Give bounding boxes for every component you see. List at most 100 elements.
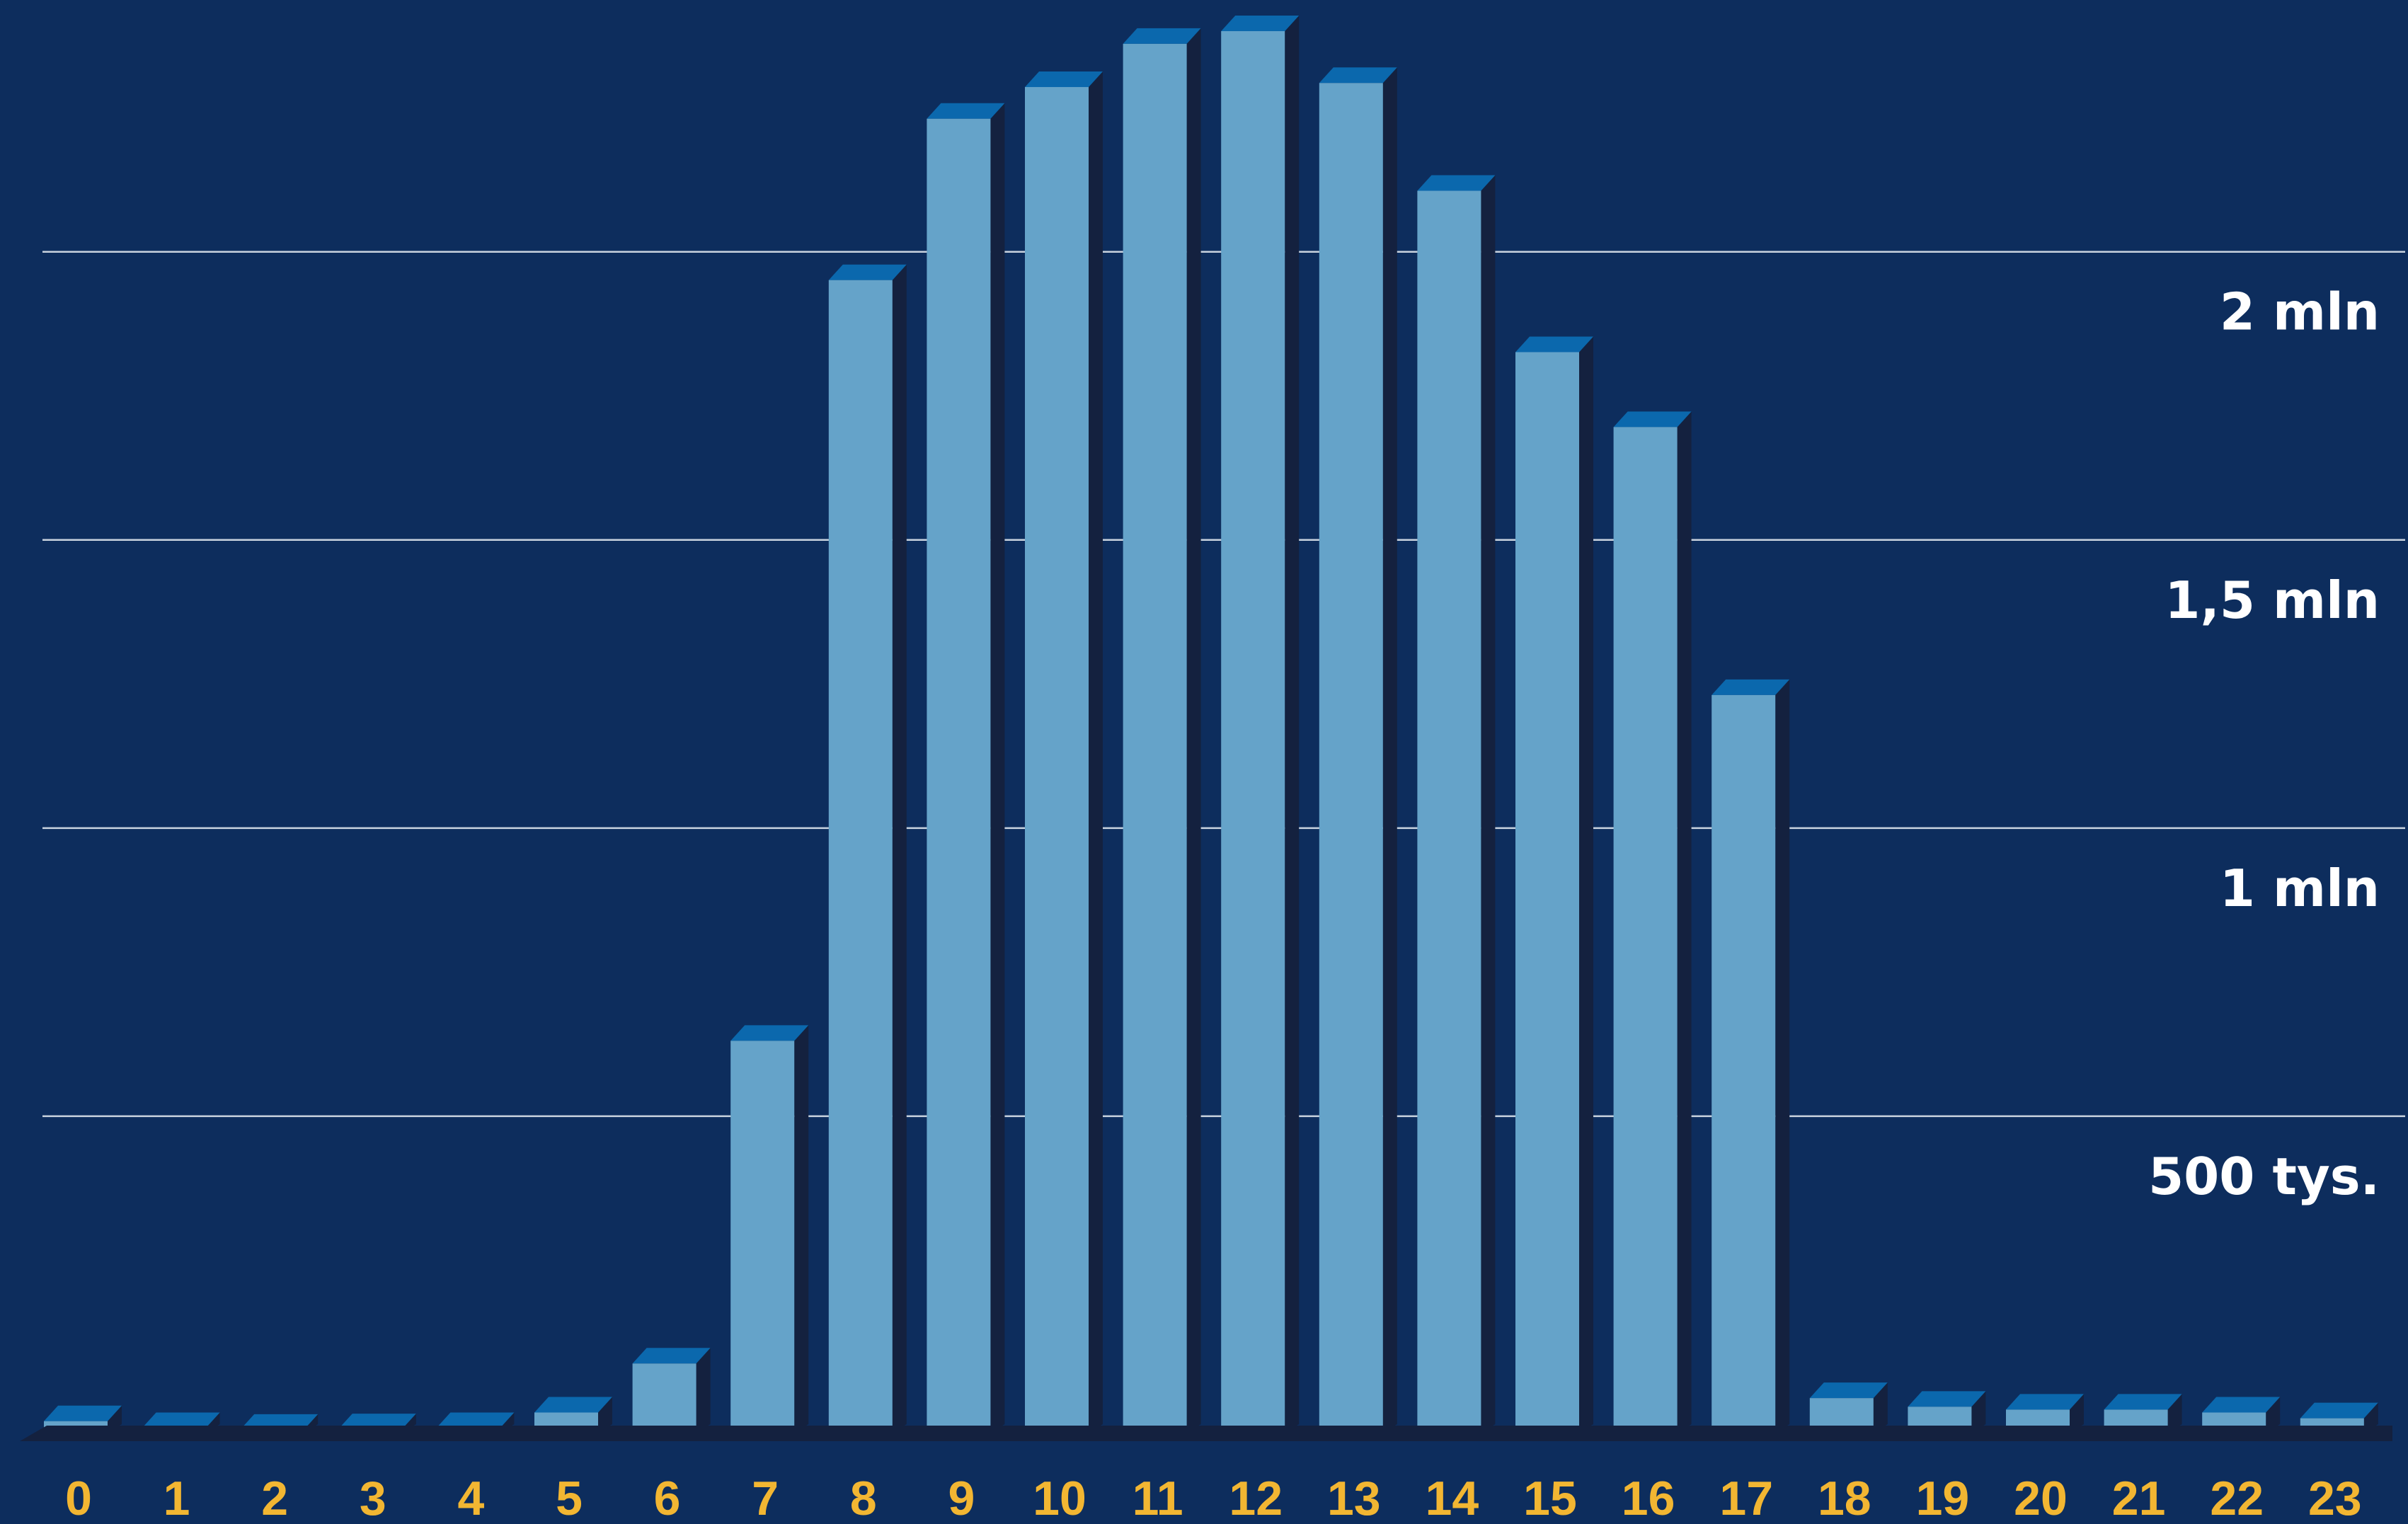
bar-top: [1613, 411, 1692, 428]
bar-top: [632, 1348, 711, 1364]
bar-side: [1971, 1391, 1986, 1433]
bar-top: [828, 264, 907, 280]
bar-face: [1025, 86, 1089, 1433]
bar-side: [2266, 1397, 2281, 1433]
bar-side: [1186, 28, 1201, 1433]
bar-top: [1417, 175, 1496, 191]
x-tick-label: 9: [948, 1472, 975, 1524]
bar: [1123, 28, 1201, 1433]
bar-side: [598, 1397, 612, 1433]
x-tick-label: 23: [2308, 1472, 2362, 1524]
bar: [1613, 411, 1692, 1433]
bar-top: [2300, 1402, 2378, 1419]
bar-top: [338, 1414, 416, 1430]
bar-side: [1579, 336, 1593, 1433]
bar-face: [1613, 427, 1678, 1433]
x-tick-label: 12: [1229, 1472, 1283, 1524]
x-tick-label: 17: [1719, 1472, 1773, 1524]
bar-face: [632, 1363, 696, 1433]
x-tick-label: 21: [2112, 1472, 2166, 1524]
bar-top: [534, 1397, 612, 1413]
x-tick-label: 16: [1622, 1472, 1675, 1524]
bar-side: [990, 103, 1005, 1433]
bar: [1809, 1382, 1888, 1433]
x-tick-label: 6: [654, 1472, 681, 1524]
x-tick-label: 14: [1426, 1472, 1479, 1524]
bar: [730, 1025, 809, 1433]
bar: [828, 264, 907, 1433]
bar-top: [1123, 28, 1201, 44]
bar: [1712, 679, 1790, 1433]
x-tick-label: 1: [164, 1472, 190, 1524]
bar-face: [927, 118, 991, 1433]
bar-side: [1481, 175, 1496, 1433]
bar-face: [1221, 31, 1285, 1433]
bar-top: [730, 1025, 809, 1041]
bar-side: [794, 1025, 809, 1433]
x-tick-label: 2: [261, 1472, 288, 1524]
x-tick-label: 22: [2210, 1472, 2264, 1524]
bar-top: [1712, 679, 1790, 695]
chart-floor: [20, 1426, 2392, 1441]
bar-side: [2070, 1394, 2084, 1433]
x-tick-label: 13: [1327, 1472, 1381, 1524]
x-tick-label: 10: [1033, 1472, 1087, 1524]
bar: [1221, 16, 1300, 1433]
x-tick-label: 19: [1916, 1472, 1970, 1524]
x-tick-label: 3: [360, 1472, 386, 1524]
bar-face: [1712, 694, 1776, 1433]
bar-side: [1677, 411, 1692, 1433]
bar-top: [1809, 1382, 1888, 1399]
bar-top: [1515, 336, 1593, 353]
bar-side: [696, 1348, 711, 1433]
bar-face: [1123, 43, 1187, 1433]
bar: [1319, 67, 1397, 1433]
bar: [1515, 336, 1593, 1433]
bar-side: [1775, 679, 1790, 1433]
bar: [1417, 175, 1496, 1433]
bar-side: [892, 264, 907, 1433]
bar-side: [2167, 1394, 2182, 1433]
x-tick-label: 20: [2014, 1472, 2068, 1524]
bar: [632, 1348, 711, 1433]
x-tick-label: 18: [1818, 1472, 1871, 1524]
x-tick-labels: 0 1 2 3 4 5 6 7 8 9 10 11 12 13 14 15 16 17 18 19 20 21 22 23: [65, 1472, 2362, 1524]
y-tick-label: 1,5 mln: [2165, 571, 2380, 630]
x-tick-label: 8: [850, 1472, 877, 1524]
bar-top: [2202, 1397, 2281, 1413]
bar-top: [927, 103, 1005, 119]
bar-top: [1221, 16, 1300, 31]
bar-face: [730, 1041, 795, 1433]
bar-top: [1025, 71, 1103, 87]
x-tick-label: 4: [457, 1472, 484, 1524]
bar-top: [2104, 1394, 2182, 1410]
y-tick-label: 500 tys.: [2148, 1147, 2380, 1206]
bar-side: [1089, 71, 1103, 1433]
bar-face: [1319, 83, 1383, 1433]
y-tick-label: 2 mln: [2220, 282, 2380, 342]
bar-top: [1908, 1391, 1986, 1407]
y-tick-labels: 500 tys. 1 mln 1,5 mln 2 mln: [2148, 282, 2380, 1206]
bars: [44, 16, 2378, 1433]
x-tick-label: 11: [1133, 1472, 1183, 1524]
bar-top: [2006, 1394, 2084, 1410]
bar-face: [828, 280, 893, 1433]
x-tick-label: 15: [1523, 1472, 1577, 1524]
bar: [1025, 71, 1103, 1433]
bar-side: [1382, 67, 1397, 1433]
bar-side: [1873, 1382, 1888, 1433]
bar-face: [1417, 190, 1481, 1433]
bar: [927, 103, 1005, 1433]
bar-top: [436, 1412, 515, 1428]
bar-top: [142, 1412, 220, 1428]
floor-slab: [20, 1426, 2392, 1441]
bar-top: [1319, 67, 1397, 84]
bar-face: [1515, 352, 1579, 1433]
x-tick-label: 5: [556, 1472, 583, 1524]
bar-side: [2363, 1402, 2378, 1433]
bar-top: [44, 1405, 122, 1421]
y-tick-label: 1 mln: [2220, 859, 2380, 918]
x-tick-label: 7: [752, 1472, 779, 1524]
